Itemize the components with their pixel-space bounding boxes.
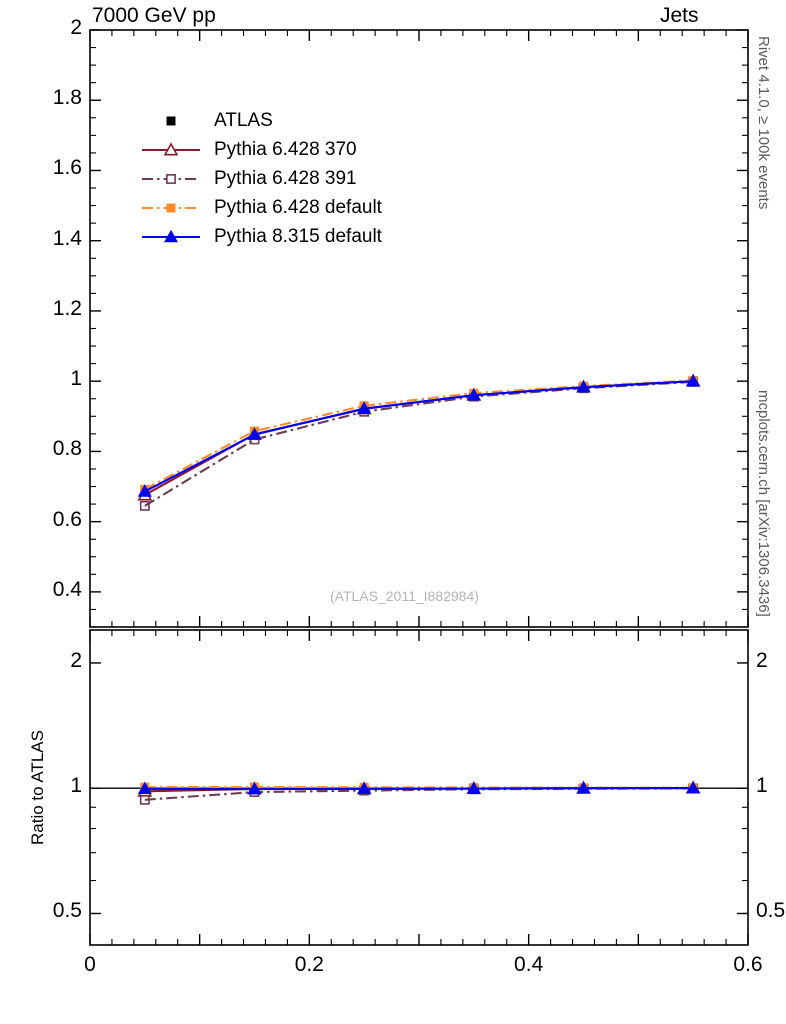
main-y-tick-label: 0.4 xyxy=(52,577,82,601)
legend-label: ATLAS xyxy=(214,110,273,131)
ratio-y-tick-label: 1 xyxy=(70,774,82,798)
x-tick-label: 0 xyxy=(84,953,96,976)
legend-key xyxy=(142,142,200,156)
x-tick-label: 0.2 xyxy=(294,953,324,976)
legend-key xyxy=(142,203,200,213)
ratio-y-tick-label: 0.5 xyxy=(52,899,82,923)
legend-label: Pythia 6.428 391 xyxy=(214,168,357,189)
analysis-watermark: (ATLAS_2011_I882984) xyxy=(330,588,479,604)
main-y-tick-label: 1 xyxy=(70,367,82,391)
ratio-y-tick-label: 2 xyxy=(70,648,82,672)
main-y-tick-label: 1.4 xyxy=(52,226,82,250)
legend-key xyxy=(142,174,200,184)
header-left-title: 7000 GeV pp xyxy=(92,4,216,27)
legend-label: Pythia 8.315 default xyxy=(214,226,382,247)
main-y-tick-label: 0.8 xyxy=(52,437,82,461)
x-tick-label: 0.4 xyxy=(514,953,544,976)
ratio-y-tick-label-right: 0.5 xyxy=(756,899,786,923)
ratio-y-tick-label-right: 1 xyxy=(756,774,768,798)
legend-label: Pythia 6.428 default xyxy=(214,197,382,218)
legend-key xyxy=(142,229,200,243)
main-y-tick-label: 1.2 xyxy=(52,296,82,320)
main-y-tick-label: 0.6 xyxy=(52,507,82,531)
header-right-title: Jets xyxy=(660,4,699,27)
legend-key xyxy=(166,116,176,126)
main-y-tick-label: 2 xyxy=(70,16,82,39)
legend-label: Pythia 6.428 370 xyxy=(214,139,357,160)
main-y-tick-label: 1.8 xyxy=(52,86,82,110)
main-y-tick-label: 1.6 xyxy=(52,156,82,180)
ratio-y-tick-label-right: 2 xyxy=(756,648,768,672)
x-tick-label: 0.6 xyxy=(733,953,763,976)
